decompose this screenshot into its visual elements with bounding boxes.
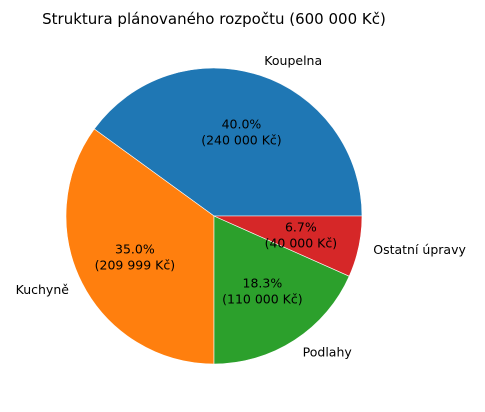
pie-slices xyxy=(65,67,363,365)
chart-title: Struktura plánovaného rozpočtu (600 000 … xyxy=(42,10,386,28)
value-label-3: (40 000 Kč) xyxy=(265,235,338,250)
percent-label-1: 35.0% xyxy=(115,241,155,256)
pie-slice-3 xyxy=(213,215,363,277)
pie-labels: Koupelna 40.0%(240 000 Kč) Kuchyně 35.0%(20… xyxy=(16,53,467,359)
category-label-3: Ostatní úpravy xyxy=(373,242,466,257)
pie-slice-0 xyxy=(93,67,363,217)
value-label-1: (209 999 Kč) xyxy=(95,257,176,272)
percent-label-3: 6.7% xyxy=(285,219,317,234)
pie-slice-2 xyxy=(213,215,350,365)
percent-label-2: 18.3% xyxy=(243,275,283,290)
pie-slice-1 xyxy=(65,128,215,365)
category-label-1: Kuchyně xyxy=(16,282,70,297)
category-label-2: Podlahy xyxy=(303,345,353,360)
value-label-2: (110 000 Kč) xyxy=(222,291,303,306)
category-label-0: Koupelna xyxy=(264,53,322,68)
percent-label-0: 40.0% xyxy=(222,117,262,132)
value-label-0: (240 000 Kč) xyxy=(201,133,282,148)
